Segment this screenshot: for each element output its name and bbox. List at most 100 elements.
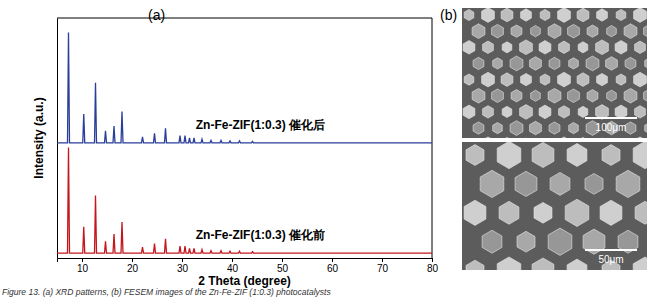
crystal bbox=[532, 258, 554, 270]
x-tick-label: 80 bbox=[427, 263, 439, 274]
x-tick: 10 bbox=[77, 258, 89, 274]
crystal bbox=[517, 231, 535, 252]
crystal bbox=[540, 74, 550, 85]
x-tick-mark bbox=[232, 258, 233, 262]
crystal bbox=[615, 105, 627, 119]
crystal bbox=[482, 137, 495, 138]
x-tick-label: 10 bbox=[77, 263, 89, 274]
frame-top bbox=[57, 18, 432, 19]
crystal bbox=[633, 142, 647, 169]
crystal bbox=[480, 170, 504, 197]
x-axis-title: 2 Theta (degree) bbox=[198, 274, 291, 288]
x-tick-label: 30 bbox=[177, 263, 189, 274]
crystal bbox=[464, 200, 486, 225]
crystal bbox=[635, 201, 647, 224]
crystal bbox=[511, 90, 522, 102]
y-axis-line bbox=[57, 19, 58, 259]
crystal bbox=[539, 41, 551, 55]
x-tick: 50 bbox=[277, 258, 289, 274]
crystal bbox=[577, 137, 589, 138]
crystal bbox=[515, 171, 537, 196]
crystal bbox=[499, 201, 519, 224]
crystal bbox=[472, 88, 485, 103]
crystal bbox=[607, 90, 617, 101]
x-tick-mark bbox=[332, 258, 333, 262]
x-tick-mark bbox=[432, 258, 433, 262]
crystal bbox=[558, 137, 571, 138]
x-tick-label: 50 bbox=[277, 263, 289, 274]
crystal bbox=[530, 121, 542, 135]
crystal bbox=[569, 123, 579, 134]
x-tick-mark bbox=[382, 258, 383, 262]
crystal bbox=[587, 90, 598, 102]
x-axis: 1020304050607080 bbox=[58, 258, 439, 274]
crystal bbox=[501, 73, 513, 87]
crystal bbox=[482, 72, 495, 87]
crystal bbox=[502, 42, 512, 53]
crystal bbox=[568, 89, 580, 103]
crystal bbox=[634, 8, 647, 22]
crystal bbox=[568, 24, 580, 38]
crystal bbox=[587, 25, 598, 37]
crystal bbox=[635, 106, 646, 118]
x-tick-label: 60 bbox=[327, 263, 339, 274]
crystal bbox=[569, 58, 579, 69]
crystal bbox=[492, 89, 504, 103]
crystal bbox=[577, 8, 589, 22]
crystal bbox=[558, 72, 571, 87]
crystal bbox=[558, 8, 571, 22]
crystal bbox=[492, 24, 504, 38]
crystal bbox=[497, 257, 521, 270]
series-line bbox=[57, 32, 432, 142]
crystal bbox=[549, 122, 560, 134]
crystal bbox=[493, 58, 503, 69]
frame-right bbox=[432, 18, 433, 258]
crystal bbox=[530, 57, 542, 70]
crystal bbox=[615, 41, 627, 55]
crystal bbox=[633, 257, 647, 270]
crystal bbox=[550, 172, 570, 195]
crystal bbox=[624, 88, 637, 103]
crystal bbox=[482, 8, 495, 22]
crystal bbox=[616, 170, 640, 197]
crystal bbox=[577, 73, 589, 87]
x-tick: 80 bbox=[427, 258, 439, 274]
scale-bar-label: 50μm bbox=[598, 254, 623, 265]
x-tick: 70 bbox=[377, 258, 389, 274]
crystal bbox=[548, 24, 561, 39]
crystal bbox=[567, 144, 587, 167]
crystal bbox=[597, 73, 608, 85]
sem-background bbox=[462, 142, 647, 270]
crystal bbox=[531, 26, 541, 37]
crystal bbox=[548, 88, 561, 103]
x-tick-mark bbox=[282, 258, 283, 262]
crystal bbox=[482, 230, 502, 253]
plot-area bbox=[57, 32, 432, 253]
crystal bbox=[635, 41, 646, 53]
x-tick: 20 bbox=[127, 258, 139, 274]
series-label: Zn-Fe-ZIF(1:0.3) 催化前 bbox=[196, 228, 325, 242]
crystal bbox=[483, 106, 494, 118]
crystal bbox=[463, 105, 475, 119]
panel-label: (a) bbox=[148, 7, 165, 23]
sem-image bbox=[462, 8, 647, 138]
panel-label: (b) bbox=[440, 7, 457, 23]
figure: 10203040506070802 Theta (degree)Intensit… bbox=[0, 0, 647, 298]
x-tick: 30 bbox=[177, 258, 189, 274]
crystal bbox=[521, 73, 532, 85]
crystal bbox=[578, 106, 588, 117]
series-label: Zn-Fe-ZIF(1:0.3) 催化后 bbox=[196, 118, 325, 132]
crystal bbox=[645, 58, 647, 69]
crystal bbox=[616, 74, 626, 85]
crystal bbox=[502, 106, 512, 117]
crystal bbox=[602, 145, 620, 166]
crystal bbox=[532, 142, 554, 167]
crystal bbox=[624, 24, 637, 39]
scale-bar bbox=[585, 117, 637, 119]
crystal bbox=[472, 24, 485, 39]
crystal bbox=[645, 123, 647, 134]
crystal bbox=[559, 106, 570, 118]
crystal bbox=[548, 228, 572, 255]
crystal bbox=[616, 9, 626, 20]
crystal bbox=[644, 24, 647, 38]
